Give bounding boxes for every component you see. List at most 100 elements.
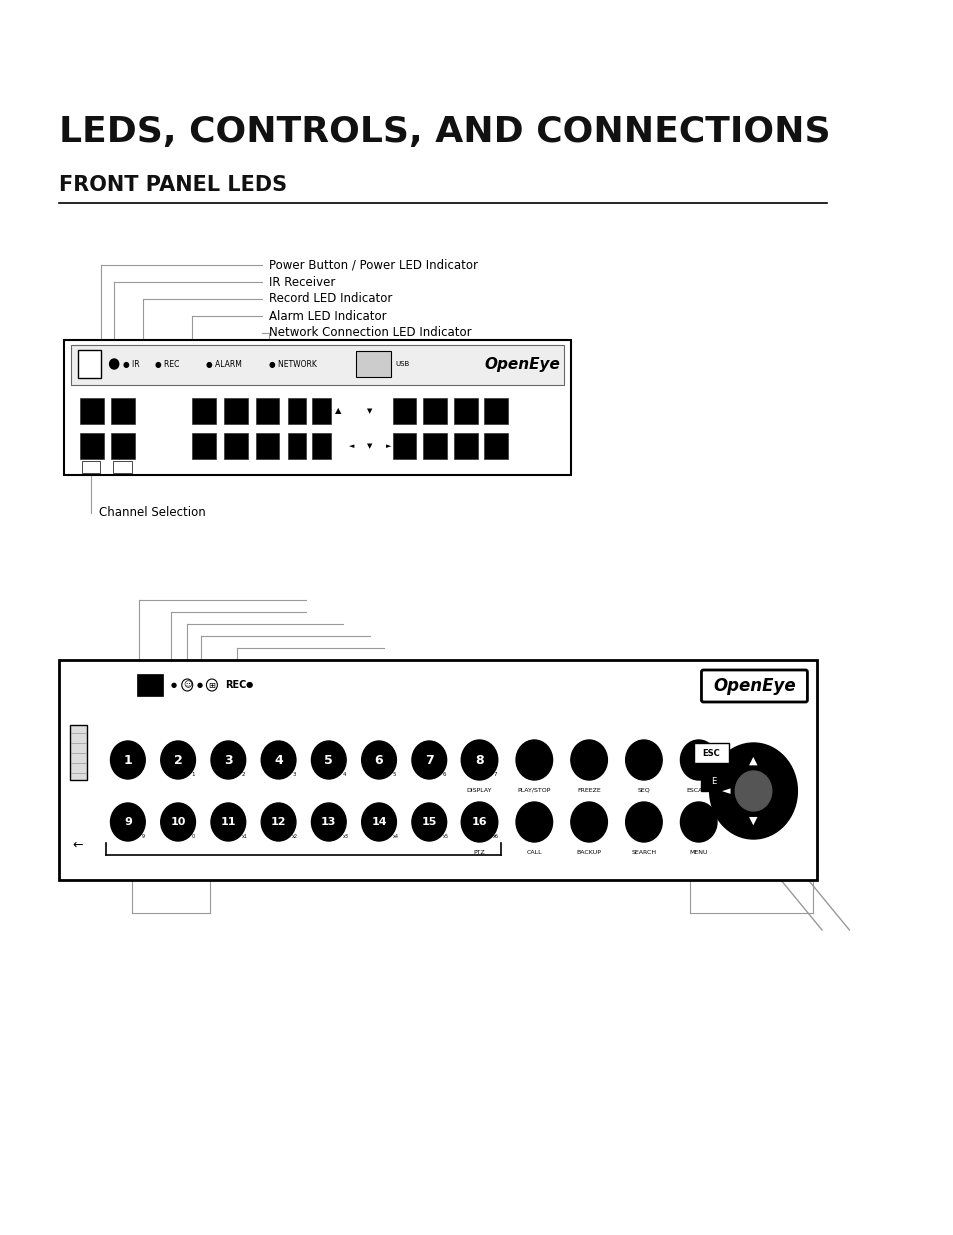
Text: ◄: ◄ (349, 443, 354, 450)
Bar (71, 345, 563, 385)
Circle shape (412, 803, 446, 841)
Text: 9: 9 (124, 818, 132, 827)
Text: x4: x4 (393, 834, 398, 839)
Bar (454, 398, 477, 424)
Circle shape (460, 802, 497, 842)
Circle shape (211, 803, 246, 841)
Text: 0: 0 (192, 834, 194, 839)
Text: Power Button / Power LED Indicator: Power Button / Power LED Indicator (269, 258, 478, 272)
Circle shape (570, 802, 607, 842)
Bar (694, 743, 728, 763)
Text: ▲: ▲ (748, 756, 757, 766)
Text: 16: 16 (471, 818, 487, 827)
Text: 5: 5 (393, 772, 395, 777)
Text: 4: 4 (342, 772, 346, 777)
Bar (112, 433, 135, 459)
Circle shape (709, 743, 797, 839)
Text: ● IR: ● IR (123, 359, 140, 368)
Text: ESC: ESC (702, 748, 720, 757)
FancyBboxPatch shape (700, 671, 806, 701)
Bar (82, 461, 100, 473)
Bar (112, 398, 135, 424)
Bar (80, 398, 104, 424)
Text: 6: 6 (375, 753, 383, 767)
Circle shape (460, 740, 497, 781)
Text: x1: x1 (242, 834, 248, 839)
Bar (192, 398, 215, 424)
Text: Network Connection LED Indicator: Network Connection LED Indicator (269, 326, 472, 340)
Bar (700, 773, 725, 790)
Text: ▲: ▲ (335, 406, 341, 415)
Text: Record LED Indicator: Record LED Indicator (269, 293, 393, 305)
Text: ESCAPE: ESCAPE (686, 788, 710, 793)
Text: 15: 15 (421, 818, 436, 827)
Circle shape (311, 741, 346, 779)
Text: ►: ► (385, 443, 391, 450)
Bar (393, 433, 416, 459)
Text: CALL: CALL (526, 850, 541, 855)
Bar (59, 659, 817, 881)
Circle shape (161, 741, 195, 779)
Bar (224, 398, 247, 424)
Circle shape (206, 679, 217, 692)
Circle shape (625, 802, 661, 842)
Text: Alarm LED Indicator: Alarm LED Indicator (269, 310, 387, 322)
Text: 6: 6 (442, 772, 446, 777)
Circle shape (161, 803, 195, 841)
Bar (64, 340, 570, 475)
Text: ●: ● (171, 682, 176, 688)
Bar (454, 433, 477, 459)
Text: ●: ● (196, 682, 202, 688)
Bar (288, 398, 306, 424)
Bar (255, 433, 279, 459)
Circle shape (461, 741, 497, 779)
Circle shape (261, 803, 295, 841)
Text: 1: 1 (192, 772, 195, 777)
Circle shape (570, 740, 607, 781)
Text: SEQ: SEQ (637, 788, 650, 793)
Text: x5: x5 (442, 834, 449, 839)
Text: 8: 8 (475, 753, 483, 767)
Text: 7: 7 (493, 772, 497, 777)
Text: 14: 14 (371, 818, 387, 827)
Text: FRONT PANEL LEDS: FRONT PANEL LEDS (59, 175, 287, 195)
Text: 10: 10 (171, 818, 186, 827)
Text: 4: 4 (274, 753, 283, 767)
Text: x3: x3 (342, 834, 348, 839)
Text: ● NETWORK: ● NETWORK (269, 359, 317, 368)
Circle shape (516, 740, 552, 781)
Bar (422, 433, 446, 459)
Circle shape (735, 771, 771, 811)
Circle shape (361, 803, 396, 841)
Circle shape (361, 741, 396, 779)
Circle shape (182, 679, 193, 692)
Bar (393, 398, 416, 424)
Bar (77, 350, 101, 378)
Bar (312, 398, 331, 424)
Text: REC: REC (225, 680, 247, 690)
Text: IR Receiver: IR Receiver (269, 275, 335, 289)
Text: OpenEye: OpenEye (483, 357, 559, 372)
Bar (355, 351, 391, 377)
Text: 9: 9 (141, 834, 145, 839)
Circle shape (461, 803, 497, 841)
Text: 2: 2 (242, 772, 245, 777)
Text: 3: 3 (292, 772, 295, 777)
Text: USB: USB (395, 361, 409, 367)
Text: 5: 5 (324, 753, 333, 767)
Circle shape (111, 803, 145, 841)
Text: x2: x2 (292, 834, 298, 839)
Bar (224, 433, 247, 459)
Text: ▼: ▼ (367, 443, 373, 450)
Bar (137, 674, 162, 697)
Circle shape (516, 802, 552, 842)
Text: 7: 7 (424, 753, 434, 767)
Text: ☺: ☺ (183, 680, 192, 689)
Text: 2: 2 (173, 753, 182, 767)
Bar (483, 398, 507, 424)
Text: 11: 11 (220, 818, 235, 827)
Text: PTZ: PTZ (473, 850, 485, 855)
Circle shape (412, 741, 446, 779)
Text: PLAY/STOP: PLAY/STOP (517, 788, 551, 793)
Text: ◄: ◄ (721, 785, 730, 797)
